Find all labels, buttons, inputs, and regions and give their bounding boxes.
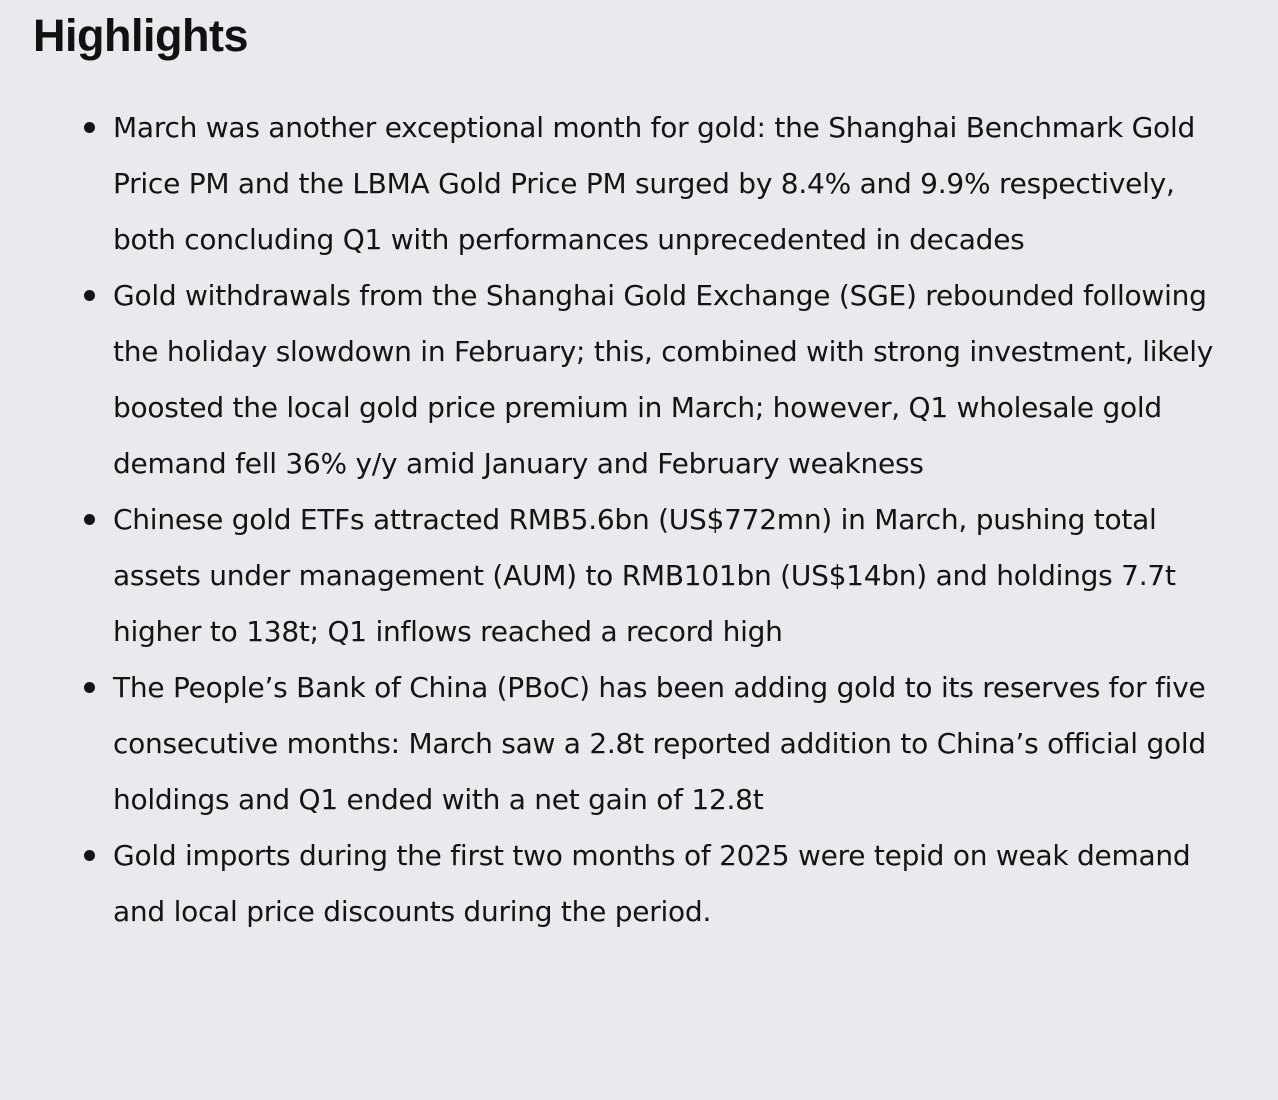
highlight-text: Chinese gold ETFs attracted RMB5.6bn (US… xyxy=(113,503,1176,648)
highlight-text: March was another exceptional month for … xyxy=(113,111,1195,256)
list-item: Gold withdrawals from the Shanghai Gold … xyxy=(84,268,1243,492)
list-item: March was another exceptional month for … xyxy=(84,100,1243,268)
highlight-text: Gold imports during the first two months… xyxy=(113,839,1191,928)
highlight-text: The People’s Bank of China (PBoC) has be… xyxy=(113,671,1206,816)
bullet-icon xyxy=(84,682,95,693)
highlights-list: March was another exceptional month for … xyxy=(84,100,1243,940)
list-item: The People’s Bank of China (PBoC) has be… xyxy=(84,660,1243,828)
bullet-icon xyxy=(84,514,95,525)
highlight-text: Gold withdrawals from the Shanghai Gold … xyxy=(113,279,1214,480)
bullet-icon xyxy=(84,850,95,861)
list-item: Gold imports during the first two months… xyxy=(84,828,1243,940)
bullet-icon xyxy=(84,290,95,301)
page-title: Highlights xyxy=(33,10,248,61)
list-item: Chinese gold ETFs attracted RMB5.6bn (US… xyxy=(84,492,1243,660)
bullet-icon xyxy=(84,122,95,133)
